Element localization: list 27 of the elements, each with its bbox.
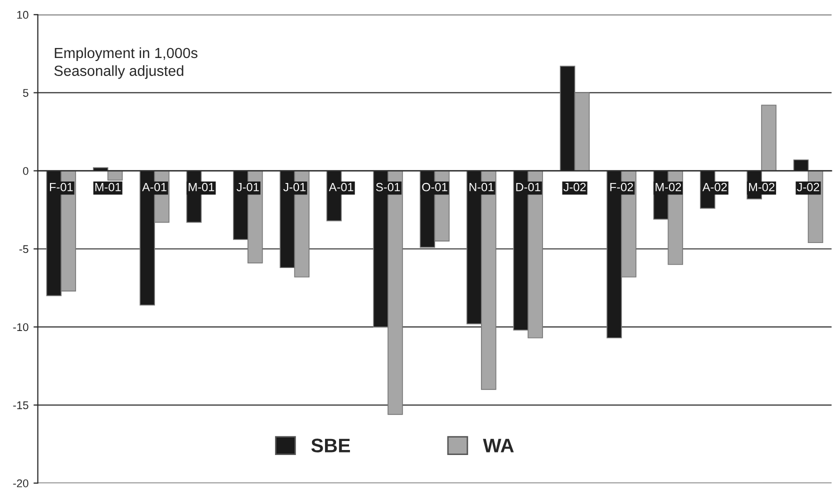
y-tick-label: 5	[23, 89, 28, 97]
legend-label: SBE	[311, 438, 350, 452]
x-tick-label: J-02	[563, 182, 586, 192]
x-tick-label: F-02	[610, 182, 634, 192]
x-tick-label: J-02	[796, 182, 820, 192]
y-tick-label: 0	[23, 167, 28, 175]
x-tick-label: M-02	[656, 182, 682, 192]
x-tick-label: J-01	[283, 182, 306, 192]
x-tick-label: S-01	[376, 182, 400, 192]
x-tick-label: D-01	[516, 182, 540, 192]
x-tick-label: O-01	[422, 182, 448, 192]
x-tick-label: J-01	[236, 182, 259, 192]
x-tick-label: N-01	[470, 182, 494, 192]
x-tick-label: F-01	[50, 182, 73, 192]
annotation: Employment in 1,000s Seasonally adjusted	[54, 47, 198, 79]
x-tick-label: A-02	[702, 182, 727, 192]
y-tick-label: -5	[19, 245, 28, 254]
x-tick-label: M-01	[95, 182, 121, 192]
x-tick-label: A-01	[142, 182, 166, 192]
x-tick-label: A-01	[328, 182, 354, 192]
legend-label: WA	[482, 438, 514, 452]
y-tick-label: 10	[17, 10, 28, 19]
x-tick-label: M-02	[749, 182, 774, 192]
y-tick-label: -10	[13, 323, 28, 332]
y-tick-label: -15	[13, 401, 28, 410]
y-tick-label: -20	[13, 479, 28, 488]
x-tick-label: M-01	[188, 182, 214, 192]
